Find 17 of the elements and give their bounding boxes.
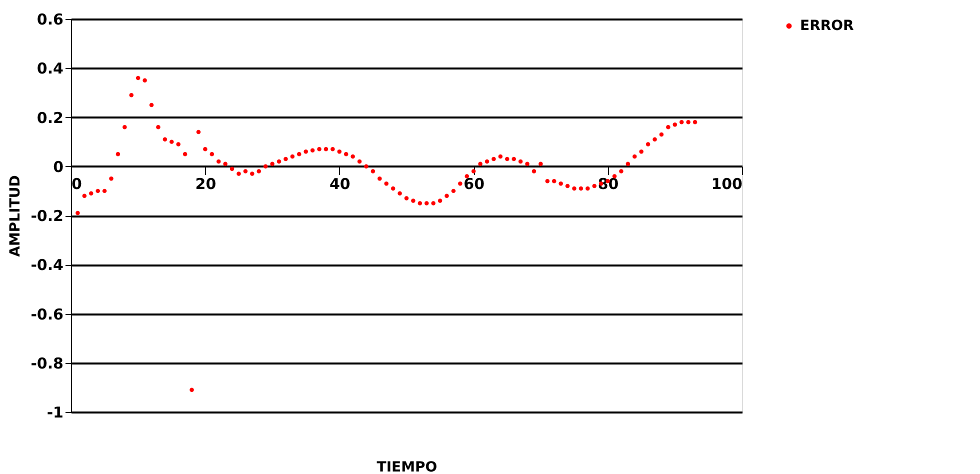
y-tick-label: -1 — [46, 404, 64, 422]
legend-label: ERROR — [800, 18, 854, 34]
x-tick-label: 100 — [711, 174, 742, 193]
x-tick-label: 0 — [72, 174, 82, 193]
y-tick-label: 0.2 — [36, 108, 64, 127]
y-tick-label: 0.4 — [36, 60, 64, 78]
y-tick-label: 0.6 — [36, 10, 64, 28]
y-axis-title: AMPLITUD — [8, 175, 24, 257]
y-tick-label: 0 — [53, 158, 64, 176]
y-tick-label: -0.4 — [30, 256, 64, 274]
y-tick-label: -0.6 — [30, 305, 64, 324]
x-tick-label: 40 — [329, 174, 350, 193]
x-tick-label: 60 — [464, 174, 485, 193]
x-tick-label: 20 — [195, 174, 216, 193]
y-tick-label: -0.2 — [30, 207, 64, 225]
y-tick-label: -0.8 — [30, 354, 64, 372]
x-axis-title: TIEMPO — [376, 460, 438, 474]
